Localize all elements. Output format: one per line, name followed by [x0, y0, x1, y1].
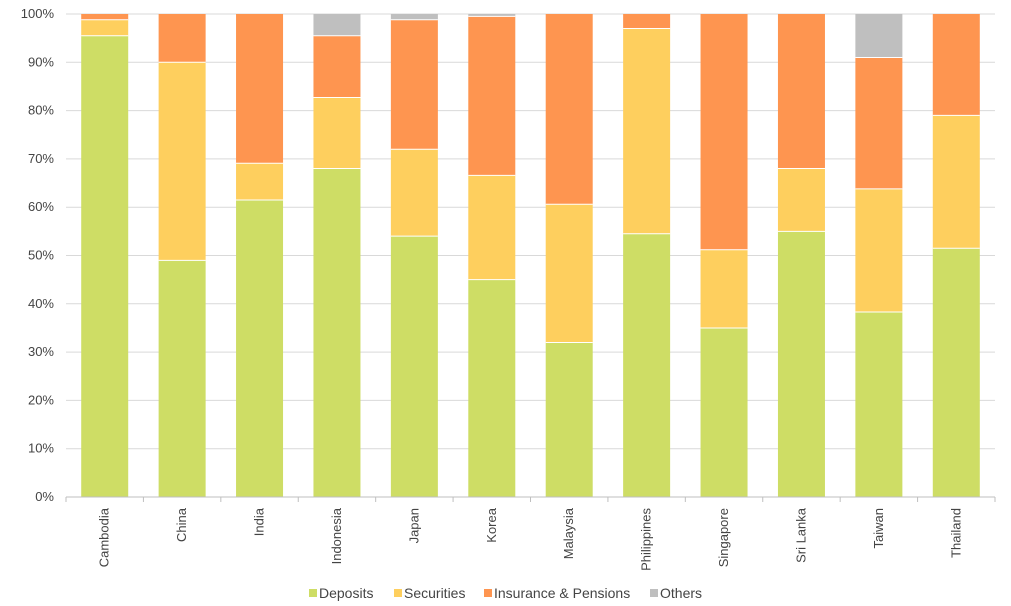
x-tick-label-cambodia: Cambodia [97, 507, 112, 567]
bar-insurance-and-pensions-malaysia [545, 14, 593, 205]
bar-insurance-and-pensions-taiwan [855, 57, 903, 189]
bar-group-indonesia [313, 14, 361, 497]
bar-insurance-and-pensions-cambodia [81, 14, 129, 20]
x-axis-ticks: Cambodia China India Indonesia Japan Korea Mal… [65, 497, 996, 571]
bar-securities-china [158, 62, 206, 261]
bar-insurance-and-pensions-china [158, 14, 206, 63]
x-tick-label-japan: Japan [406, 508, 421, 543]
bar-group-india [236, 14, 284, 497]
y-tick-label: 100% [21, 6, 55, 21]
bar-group-cambodia [81, 14, 129, 498]
y-tick-label: 40% [28, 296, 54, 311]
bar-securities-thailand [932, 115, 980, 249]
gridlines [66, 13, 995, 498]
bar-securities-indonesia [313, 97, 361, 169]
bar-others-korea [468, 14, 516, 17]
legend-item-others: Others [650, 585, 702, 601]
y-axis-ticks: 0% 10% 20% 30% 40% 50% 60% 70% 80% 90% 100% [21, 6, 55, 504]
x-tick-label-malaysia: Malaysia [561, 507, 576, 559]
bar-group-korea [468, 14, 516, 497]
legend-swatch [484, 589, 492, 597]
x-tick-label-indonesia: Indonesia [329, 507, 344, 564]
y-tick-label: 90% [28, 54, 54, 69]
x-tick-label-china: China [174, 507, 189, 542]
bar-insurance-and-pensions-thailand [932, 14, 980, 116]
legend-item-securities: Securities [394, 585, 465, 601]
y-tick-label: 60% [28, 199, 54, 214]
x-tick-label-thailand: Thailand [948, 508, 963, 558]
bar-group-philippines [623, 14, 671, 497]
bar-group-china [158, 14, 206, 497]
y-tick-label: 20% [28, 392, 54, 407]
legend-label: Securities [404, 585, 465, 601]
legend-item-deposits: Deposits [309, 585, 373, 601]
bar-securities-taiwan [855, 188, 903, 313]
legend-label: Others [660, 585, 702, 601]
bar-deposits-taiwan [855, 312, 903, 497]
bar-deposits-singapore [700, 327, 748, 497]
bar-insurance-and-pensions-indonesia [313, 35, 361, 98]
x-tick-label-taiwan: Taiwan [871, 508, 886, 548]
bar-group-thailand [932, 14, 980, 497]
x-tick-label-korea: Korea [484, 507, 499, 542]
legend-swatch [650, 589, 658, 597]
bars [81, 14, 980, 498]
y-tick-label: 10% [28, 441, 54, 456]
bar-group-singapore [700, 14, 748, 497]
y-tick-label: 50% [28, 248, 54, 263]
bar-insurance-and-pensions-korea [468, 16, 516, 176]
x-tick-label-singapore: Singapore [716, 508, 731, 567]
x-tick-label-india: India [252, 507, 267, 536]
legend-swatch [394, 589, 402, 597]
bar-deposits-indonesia [313, 168, 361, 497]
bar-deposits-sri-lanka [777, 231, 825, 497]
y-tick-label: 30% [28, 344, 54, 359]
bar-securities-philippines [623, 28, 671, 234]
bar-securities-korea [468, 175, 516, 280]
bar-insurance-and-pensions-philippines [623, 14, 671, 29]
bar-others-japan [390, 14, 438, 20]
legend: Deposits Securities Insurance & Pensions Ot… [309, 585, 702, 601]
bar-insurance-and-pensions-sri-lanka [777, 14, 825, 169]
legend-label: Insurance & Pensions [494, 585, 630, 601]
x-tick-label-philippines: Philippines [639, 508, 654, 571]
bar-group-sri-lanka [777, 14, 825, 497]
bar-deposits-cambodia [81, 35, 129, 498]
bar-securities-sri-lanka [777, 168, 825, 232]
bar-insurance-and-pensions-singapore [700, 14, 748, 250]
bar-deposits-malaysia [545, 342, 593, 497]
legend-item-insurance-and-pensions: Insurance & Pensions [484, 585, 630, 601]
bar-securities-japan [390, 149, 438, 237]
bar-insurance-and-pensions-japan [390, 19, 438, 150]
bar-deposits-india [236, 199, 284, 497]
legend-swatch [309, 589, 317, 597]
bar-deposits-japan [390, 236, 438, 497]
y-tick-label: 0% [35, 489, 54, 504]
x-tick-label-sri-lanka: Sri Lanka [793, 507, 808, 563]
bar-insurance-and-pensions-india [236, 14, 284, 164]
bar-securities-malaysia [545, 204, 593, 343]
legend-label: Deposits [319, 585, 373, 601]
bar-deposits-philippines [623, 233, 671, 497]
y-tick-label: 70% [28, 151, 54, 166]
bar-group-taiwan [855, 14, 903, 497]
bar-securities-india [236, 163, 284, 200]
bar-group-malaysia [545, 14, 593, 497]
bar-securities-cambodia [81, 19, 129, 36]
bar-deposits-china [158, 260, 206, 497]
bar-others-indonesia [313, 14, 361, 36]
bar-securities-singapore [700, 249, 748, 328]
bar-deposits-korea [468, 279, 516, 497]
y-tick-label: 80% [28, 103, 54, 118]
bar-deposits-thailand [932, 248, 980, 497]
bar-others-taiwan [855, 14, 903, 58]
bar-group-japan [390, 14, 438, 497]
